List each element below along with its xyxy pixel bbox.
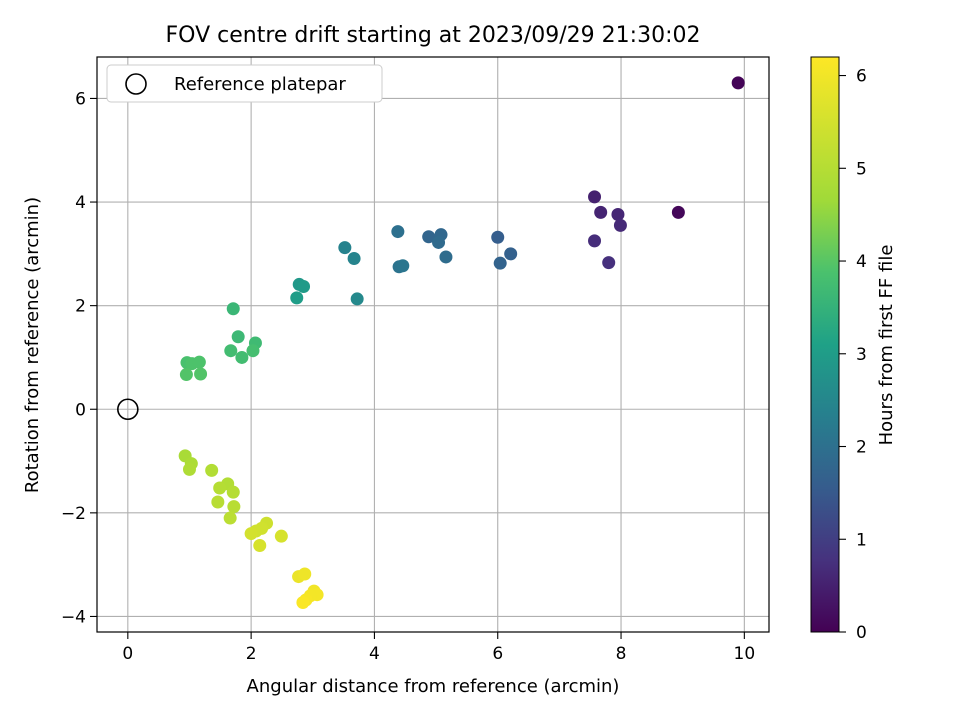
legend: Reference platepar — [106, 64, 383, 103]
data-point — [338, 241, 352, 255]
x-tick-label: 6 — [492, 644, 503, 664]
data-point — [594, 205, 608, 219]
data-point — [347, 252, 361, 266]
data-point — [350, 292, 364, 306]
legend-entry-reference: Reference platepar — [174, 74, 346, 95]
data-point — [179, 368, 193, 382]
chart-title: FOV centre drift starting at 2023/09/29 … — [166, 23, 701, 48]
data-point — [504, 247, 518, 261]
data-point — [182, 462, 196, 476]
colorbar-ticks: 0 1 2 3 4 5 6 — [839, 67, 867, 643]
data-point — [213, 481, 227, 495]
legend-reference-marker — [125, 73, 147, 95]
data-point — [588, 190, 602, 204]
y-axis-ticks: −4 −2 0 2 4 6 — [61, 89, 97, 627]
data-point — [432, 235, 446, 249]
data-point — [611, 207, 625, 221]
colorbar-tick-label: 2 — [856, 438, 867, 458]
data-point — [671, 205, 685, 219]
data-point — [227, 500, 241, 514]
data-point — [205, 463, 219, 477]
x-axis-ticks: 0 2 4 6 8 10 — [122, 632, 755, 664]
colorbar-tick-label: 6 — [856, 67, 867, 87]
data-point — [422, 230, 436, 244]
reference-platepar-marker — [117, 398, 139, 421]
colorbar-tick-label: 0 — [856, 623, 867, 643]
colorbar-gradient — [810, 56, 840, 633]
data-point — [491, 230, 505, 244]
data-point — [192, 355, 206, 369]
colorbar: 0 1 2 3 4 5 6 Hours from first FF file — [810, 56, 897, 643]
x-tick-label: 10 — [734, 644, 756, 664]
y-tick-label: −2 — [61, 504, 86, 524]
y-axis-label: Rotation from reference (arcmin) — [22, 197, 43, 493]
x-tick-label: 0 — [122, 644, 133, 664]
colorbar-tick-label: 3 — [856, 345, 867, 365]
y-tick-label: 0 — [75, 400, 86, 420]
data-point — [297, 279, 311, 293]
data-point — [396, 259, 410, 273]
y-tick-label: −4 — [61, 607, 86, 627]
data-point — [235, 350, 249, 364]
data-point — [246, 344, 260, 358]
x-tick-label: 4 — [369, 644, 380, 664]
data-point — [226, 485, 240, 499]
data-point — [613, 218, 627, 232]
grid-lines — [97, 57, 769, 632]
data-point — [588, 234, 602, 248]
legend-box — [106, 64, 383, 103]
data-point — [194, 367, 208, 381]
data-point — [391, 225, 405, 239]
data-point — [296, 595, 310, 609]
data-point — [211, 495, 225, 509]
data-point — [224, 344, 238, 358]
y-tick-label: 4 — [75, 193, 86, 213]
data-point — [439, 250, 453, 264]
data-points — [117, 76, 745, 609]
data-point — [223, 511, 237, 525]
data-point — [253, 538, 267, 552]
data-point — [602, 256, 616, 270]
x-tick-label: 2 — [246, 644, 257, 664]
data-point — [493, 256, 507, 270]
y-tick-label: 6 — [75, 89, 86, 109]
plot-frame — [96, 56, 770, 633]
data-point — [274, 529, 288, 543]
data-point — [231, 330, 245, 344]
colorbar-tick-label: 4 — [856, 252, 867, 272]
data-point — [290, 291, 304, 305]
data-point — [298, 567, 312, 581]
y-tick-label: 2 — [75, 297, 86, 317]
colorbar-tick-label: 1 — [856, 530, 867, 550]
data-point — [226, 302, 240, 316]
x-axis-label: Angular distance from reference (arcmin) — [247, 676, 620, 697]
x-tick-label: 8 — [616, 644, 627, 664]
colorbar-tick-label: 5 — [856, 159, 867, 179]
data-point — [731, 76, 745, 90]
colorbar-label: Hours from first FF file — [876, 245, 897, 446]
data-point — [244, 527, 258, 541]
